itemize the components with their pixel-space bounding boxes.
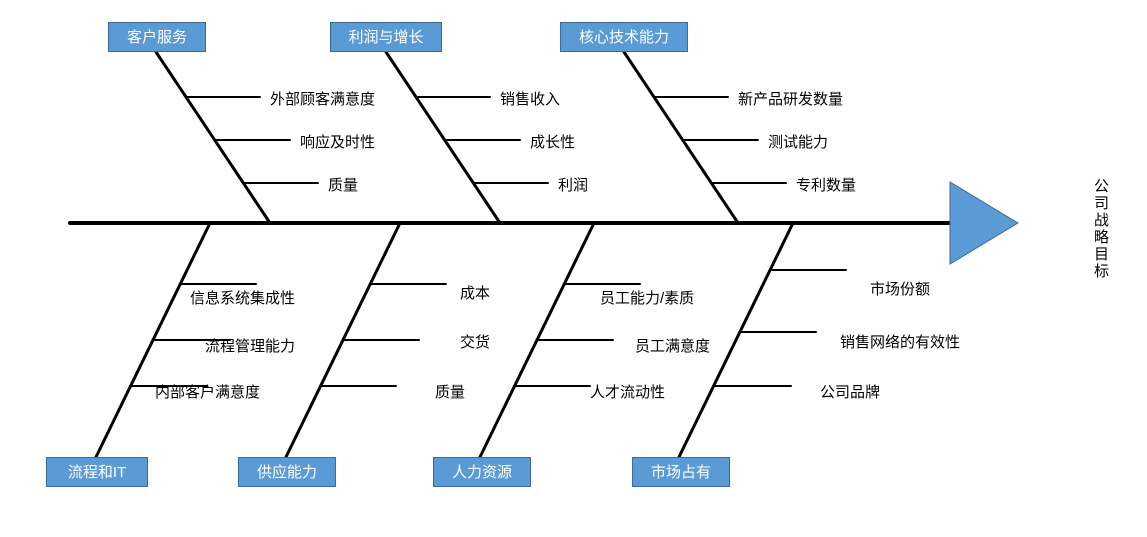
bone-label-bottom_bones-2-1: 员工满意度 <box>635 335 710 356</box>
bone-label-top_bones-2-2: 专利数量 <box>796 174 856 195</box>
category-bottom_bones-3: 市场占有 <box>632 457 730 487</box>
fishbone-svg <box>0 0 1147 537</box>
head-label: 公司战略目标 <box>1090 178 1111 280</box>
bone-label-bottom_bones-3-2: 公司品牌 <box>820 381 880 402</box>
bone-label-bottom_bones-0-2: 内部客户满意度 <box>155 381 260 402</box>
bone-label-top_bones-1-0: 销售收入 <box>500 88 560 109</box>
bone-label-bottom_bones-1-2: 质量 <box>435 381 465 402</box>
bone-label-top_bones-0-1: 响应及时性 <box>300 131 375 152</box>
bone-label-top_bones-2-0: 新产品研发数量 <box>738 88 843 109</box>
bone-label-bottom_bones-2-0: 员工能力/素质 <box>600 287 694 308</box>
bone-label-top_bones-1-1: 成长性 <box>530 131 575 152</box>
category-bottom_bones-0: 流程和IT <box>46 457 148 487</box>
bone-label-bottom_bones-1-0: 成本 <box>460 282 490 303</box>
bone-label-top_bones-2-1: 测试能力 <box>768 131 828 152</box>
head-triangle <box>950 182 1018 264</box>
bone-label-bottom_bones-3-0: 市场份额 <box>870 278 930 299</box>
category-bottom_bones-1: 供应能力 <box>238 457 336 487</box>
bone-label-top_bones-1-2: 利润 <box>558 174 588 195</box>
category-top_bones-1: 利润与增长 <box>330 22 442 52</box>
bone-label-bottom_bones-2-2: 人才流动性 <box>590 381 665 402</box>
main-bone-top_bones-0 <box>156 52 270 223</box>
bone-label-bottom_bones-0-0: 信息系统集成性 <box>190 287 295 308</box>
category-top_bones-2: 核心技术能力 <box>560 22 688 52</box>
fishbone-diagram: 公司战略目标 客户服务外部顾客满意度响应及时性质量 利润与增长销售收入成长性利润 核心… <box>0 0 1147 537</box>
bone-label-bottom_bones-0-1: 流程管理能力 <box>205 335 295 356</box>
bone-label-top_bones-0-0: 外部顾客满意度 <box>270 88 375 109</box>
category-bottom_bones-2: 人力资源 <box>433 457 531 487</box>
category-top_bones-0: 客户服务 <box>108 22 206 52</box>
bone-label-top_bones-0-2: 质量 <box>328 174 358 195</box>
main-bone-top_bones-2 <box>624 52 738 223</box>
main-bone-top_bones-1 <box>386 52 500 223</box>
bone-label-bottom_bones-3-1: 销售网络的有效性 <box>840 331 960 352</box>
bone-label-bottom_bones-1-1: 交货 <box>460 331 490 352</box>
